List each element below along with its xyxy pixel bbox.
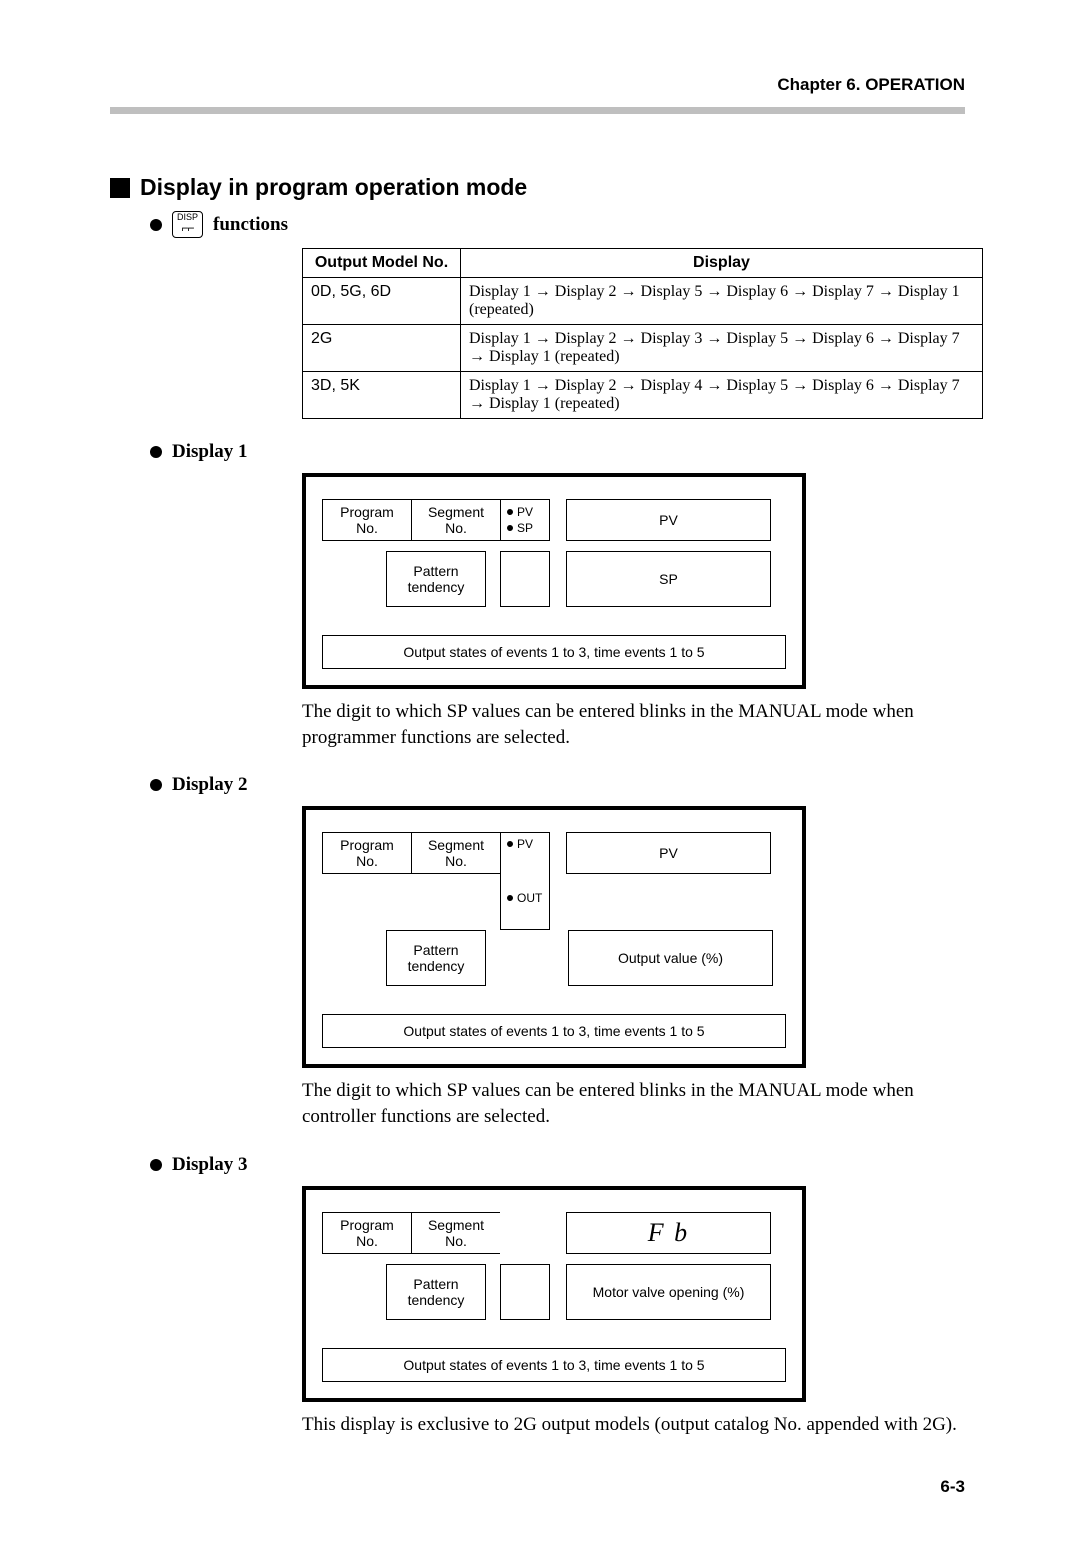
section-title-text: Display in program operation mode xyxy=(140,174,527,201)
cell-model: 3D, 5K xyxy=(303,372,461,419)
cell-sequence: Display 1 → Display 2 → Display 3 → Disp… xyxy=(461,325,983,372)
motor-valve-cell: Motor valve opening (%) xyxy=(566,1264,771,1320)
program-no-cell: Program No. xyxy=(322,1212,412,1254)
led-dot-icon xyxy=(507,895,513,901)
table-row: 3D, 5K Display 1 → Display 2 → Display 4… xyxy=(303,372,983,419)
gap xyxy=(486,551,501,607)
led-sp: SP xyxy=(517,521,533,535)
led-pv: PV xyxy=(517,505,533,519)
display2-diagram: Program No. Segment No. PV OUT PV Patter… xyxy=(302,806,806,1068)
gap xyxy=(486,1264,501,1320)
cell-sequence: Display 1 → Display 2 → Display 4 → Disp… xyxy=(461,372,983,419)
functions-label: functions xyxy=(213,214,288,236)
cell-model: 2G xyxy=(303,325,461,372)
diagram-row-top: Program No. Segment No. F b xyxy=(322,1212,786,1254)
header-rule xyxy=(110,107,965,114)
events-cell: Output states of events 1 to 3, time eve… xyxy=(322,635,786,669)
led-cell-empty xyxy=(500,1212,550,1254)
blank-cell xyxy=(500,1264,550,1320)
display2-heading: Display 2 xyxy=(172,774,248,796)
display3-heading: Display 3 xyxy=(172,1154,248,1176)
pv-display-cell: PV xyxy=(566,499,771,541)
diagram-row-mid: Pattern tendency Output value (%) xyxy=(322,930,786,986)
led-cell: PV SP xyxy=(500,499,550,541)
program-no-cell: Program No. xyxy=(322,832,412,874)
subheading-functions: DISP ⌐⌐ functions xyxy=(150,211,965,238)
diagram-row-top: Program No. Segment No. PV OUT PV xyxy=(322,832,786,930)
pattern-tendency-cell: Pattern tendency xyxy=(386,930,486,986)
page: Chapter 6. OPERATION Display in program … xyxy=(0,0,1080,1547)
gap xyxy=(486,930,552,986)
program-no-cell: Program No. xyxy=(322,499,412,541)
bullet-icon xyxy=(150,779,162,791)
subheading-display1: Display 1 xyxy=(150,441,965,463)
display2-caption: The digit to which SP values can be ente… xyxy=(302,1078,982,1129)
page-number: 6-3 xyxy=(110,1477,965,1497)
events-cell: Output states of events 1 to 3, time eve… xyxy=(322,1014,786,1048)
col-display: Display xyxy=(461,249,983,278)
bullet-icon xyxy=(150,446,162,458)
bullet-icon xyxy=(150,1159,162,1171)
led-dot-icon xyxy=(507,525,513,531)
led-pv: PV xyxy=(517,837,533,851)
disp-key-bot: ⌐⌐ xyxy=(182,222,194,234)
output-model-table: Output Model No. Display 0D, 5G, 6D Disp… xyxy=(302,248,983,419)
section-title: Display in program operation mode xyxy=(110,174,965,201)
col-output-model: Output Model No. xyxy=(303,249,461,278)
display3-diagram: Program No. Segment No. F b Pattern tend… xyxy=(302,1186,806,1402)
pattern-tendency-cell: Pattern tendency xyxy=(386,1264,486,1320)
output-value-cell: Output value (%) xyxy=(568,930,773,986)
subheading-display2: Display 2 xyxy=(150,774,965,796)
disp-key-icon: DISP ⌐⌐ xyxy=(172,211,203,238)
segment-no-cell: Segment No. xyxy=(411,1212,501,1254)
diagram-row-top: Program No. Segment No. PV SP PV xyxy=(322,499,786,541)
led-out: OUT xyxy=(517,891,542,905)
display2-block: Program No. Segment No. PV OUT PV Patter… xyxy=(302,806,965,1129)
table-header-row: Output Model No. Display xyxy=(303,249,983,278)
square-bullet-icon xyxy=(110,178,130,198)
sp-display-cell: SP xyxy=(566,551,771,607)
display1-heading: Display 1 xyxy=(172,441,248,463)
display1-diagram: Program No. Segment No. PV SP PV Pattern… xyxy=(302,473,806,689)
led-dot-icon xyxy=(507,509,513,515)
display1-block: Program No. Segment No. PV SP PV Pattern… xyxy=(302,473,965,750)
display3-block: Program No. Segment No. F b Pattern tend… xyxy=(302,1186,965,1438)
led-cell: PV OUT xyxy=(500,832,550,930)
cell-model: 0D, 5G, 6D xyxy=(303,278,461,325)
table-row: 2G Display 1 → Display 2 → Display 3 → D… xyxy=(303,325,983,372)
display1-caption: The digit to which SP values can be ente… xyxy=(302,699,982,750)
display3-caption: This display is exclusive to 2G output m… xyxy=(302,1412,982,1438)
pv-display-cell: PV xyxy=(566,832,771,874)
cell-sequence: Display 1 → Display 2 → Display 5 → Disp… xyxy=(461,278,983,325)
table-row: 0D, 5G, 6D Display 1 → Display 2 → Displ… xyxy=(303,278,983,325)
subheading-display3: Display 3 xyxy=(150,1154,965,1176)
led-dot-icon xyxy=(507,841,513,847)
chapter-header: Chapter 6. OPERATION xyxy=(110,75,965,95)
pattern-tendency-cell: Pattern tendency xyxy=(386,551,486,607)
blank-cell xyxy=(500,551,550,607)
bullet-icon xyxy=(150,219,162,231)
fb-display-cell: F b xyxy=(566,1212,771,1254)
events-cell: Output states of events 1 to 3, time eve… xyxy=(322,1348,786,1382)
diagram-row-mid: Pattern tendency Motor valve opening (%) xyxy=(322,1264,786,1320)
segment-no-cell: Segment No. xyxy=(411,499,501,541)
diagram-row-mid: Pattern tendency SP xyxy=(322,551,786,607)
segment-no-cell: Segment No. xyxy=(411,832,501,874)
